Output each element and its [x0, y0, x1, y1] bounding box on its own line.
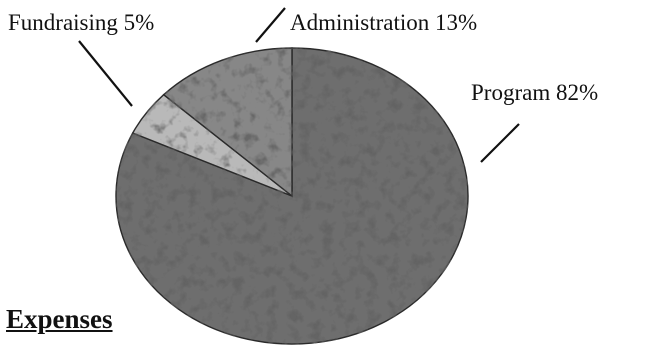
slice-label-administration: Administration 13%: [290, 10, 477, 35]
leader-line-fundraising: [78, 40, 133, 107]
pie-slice-administration: [162, 47, 293, 198]
leader-line-administration: [255, 7, 286, 43]
pie-slices: [115, 47, 469, 345]
slice-labels: Program 82% Fundraising 5% Administration …: [8, 7, 598, 163]
pie-slice-program: [115, 47, 469, 345]
slice-label-fundraising: Fundraising 5%: [8, 10, 154, 35]
slice-label-program: Program 82%: [471, 80, 598, 105]
leader-line-program: [480, 123, 520, 163]
chart-title: Expenses: [6, 304, 113, 334]
